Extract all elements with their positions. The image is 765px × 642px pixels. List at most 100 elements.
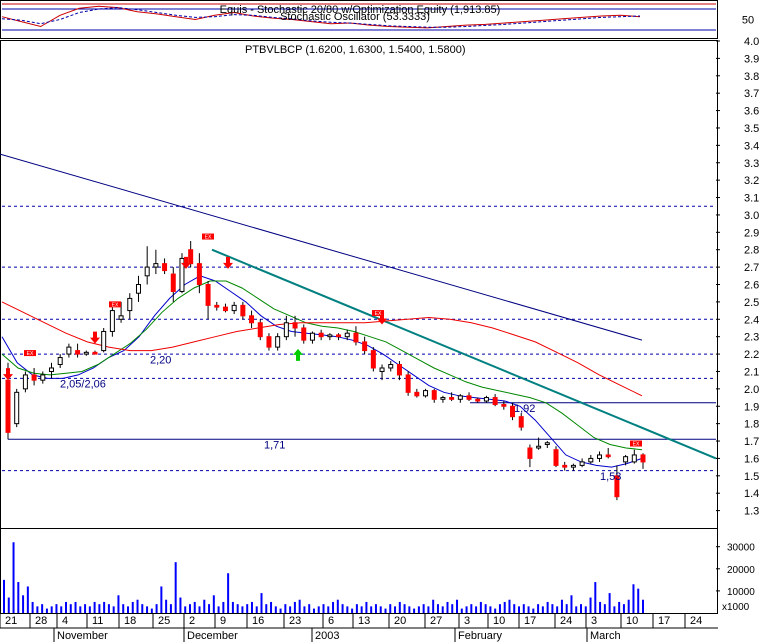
candle-body-up [135, 284, 141, 294]
candle-body-up [283, 322, 289, 338]
candle-body-down [362, 341, 368, 352]
price-tick-label: 3.0 [744, 210, 759, 222]
candle-body-down [249, 315, 255, 324]
date-day-label: 27 [430, 615, 442, 627]
candle [57, 354, 63, 368]
candle-body-down [614, 475, 620, 498]
candle-body-up [579, 461, 585, 466]
candle-body-up [14, 391, 20, 425]
date-day-label: 11 [92, 615, 103, 627]
date-day-label: 6 [328, 615, 334, 627]
price-tick-label: 2.9 [744, 227, 759, 239]
candle [92, 350, 98, 355]
candle-body-down [170, 273, 176, 292]
price-tick-label: 3.6 [744, 106, 759, 118]
candle [327, 333, 333, 341]
price-annotation: 2,20 [150, 354, 171, 366]
exit-marker-label: EX [633, 442, 640, 448]
candle [336, 333, 342, 341]
candle-body-down [336, 334, 342, 338]
price-tick-label: 3.8 [744, 71, 759, 83]
candle [597, 451, 603, 462]
candle [457, 394, 463, 403]
price-annotation: 2,05/2,06 [60, 379, 106, 391]
exit-marker-label: EX [27, 351, 34, 357]
candle-body-up [109, 310, 115, 332]
candle [83, 350, 89, 356]
price-tick-label: 1.6 [744, 453, 759, 465]
moving-average-ma_mid [1, 280, 643, 451]
candle-body-down [188, 249, 194, 265]
trend-lines [0, 153, 717, 460]
date-day-label: 24 [690, 615, 702, 627]
date-day-label: 10 [493, 615, 505, 627]
candle [405, 371, 411, 396]
candle-body-down [510, 405, 516, 418]
candle [275, 333, 281, 351]
volume-tick-label: 10000 [727, 587, 755, 598]
candle-body-down [527, 447, 533, 459]
candle-body-down [318, 332, 324, 338]
candle-body-down [466, 395, 472, 400]
volume-tick-label: 20000 [727, 565, 755, 576]
price-tick-label: 2.3 [744, 332, 759, 344]
candle-body-up [22, 374, 28, 390]
candle [214, 301, 220, 311]
date-day-label: 21 [5, 615, 17, 627]
date-day-label: 3 [464, 615, 470, 627]
candle-body-up [57, 357, 63, 366]
candle [127, 293, 133, 320]
price-tick-label: 1.4 [744, 488, 759, 500]
price-tick-label: 2.0 [744, 384, 759, 396]
candle-body-down [396, 364, 402, 376]
candle [240, 301, 246, 320]
candle [48, 362, 54, 379]
date-day-label: 20 [394, 615, 406, 627]
exit-marker [109, 301, 121, 308]
candle [362, 336, 368, 355]
candle [318, 329, 324, 341]
candle [179, 253, 185, 294]
candle-body-down [562, 464, 568, 468]
candle-body-up [623, 456, 629, 463]
candle [109, 305, 115, 337]
candle-body-down [414, 391, 420, 397]
candle [249, 310, 255, 328]
candle [431, 388, 437, 403]
candle-body-up [544, 442, 550, 446]
candle [144, 246, 150, 285]
candle [370, 347, 376, 372]
candle-body-up [631, 454, 637, 463]
price-tick-label: 3.2 [744, 175, 759, 187]
price-tick-label: 2.5 [744, 297, 759, 309]
axes: 50 1.3 1.4 1.5 1.6 1.7 1.8 1.9 2.0 2.1 2.2 2.3 2.4 2.… [0, 15, 759, 642]
candle [536, 437, 542, 450]
price-tick-label: 2.1 [744, 366, 759, 378]
candle-body-up [118, 315, 124, 320]
sell-arrow [3, 368, 13, 381]
candle [162, 258, 168, 275]
candle [379, 364, 385, 381]
candle-body-up [179, 257, 185, 292]
price-tick-label: 1.5 [744, 471, 759, 483]
price-tick-label: 3.1 [744, 193, 759, 205]
buy-arrow [293, 348, 303, 361]
candle-body-down [5, 379, 11, 433]
candle-body-down [492, 397, 498, 406]
candle [231, 301, 237, 315]
moving-average-ma_short [1, 275, 643, 468]
date-day-label: 2 [189, 615, 195, 627]
candle [188, 241, 194, 268]
date-day-label: 17 [524, 615, 536, 627]
date-month-label: November [57, 630, 108, 642]
candle [579, 458, 585, 468]
candle [283, 315, 289, 341]
stochastic-title: Equis - Stochastic 20/80 w/Optimization … [220, 4, 501, 16]
candle-body-down [449, 397, 455, 400]
date-month-label: February [458, 630, 503, 642]
candle [66, 343, 72, 358]
candle-body-up [440, 397, 446, 400]
candle-body-up [231, 304, 237, 312]
candle [518, 413, 524, 431]
